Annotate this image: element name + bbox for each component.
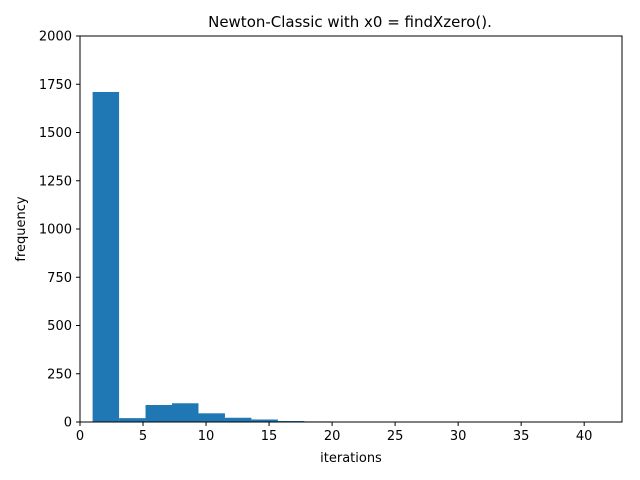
x-tick-label: 25: [387, 429, 404, 444]
x-tick-label: 10: [198, 429, 215, 444]
bars-group: [92, 91, 596, 422]
y-tick-label: 1500: [39, 126, 72, 141]
y-tick-label: 250: [47, 367, 72, 382]
y-tick-label: 500: [47, 319, 72, 334]
x-axis-ticks: 0 5 10 15 20 25 30 35 40: [76, 422, 593, 444]
x-tick-label: 5: [139, 429, 147, 444]
histogram-bar-3: [172, 403, 199, 422]
y-tick-label: 1000: [39, 223, 72, 238]
plot-frame: [79, 35, 623, 423]
x-tick-label: 20: [324, 429, 341, 444]
histogram-bar-0: [92, 91, 120, 422]
histogram-bar-6: [251, 419, 278, 422]
histogram-bar-1: [119, 418, 146, 422]
x-axis-label: iterations: [320, 451, 382, 466]
x-tick-label: 40: [576, 429, 593, 444]
y-axis-label: frequency: [14, 196, 29, 262]
y-tick-label: 0: [64, 416, 72, 431]
histogram-bar-5: [224, 417, 252, 422]
y-tick-label: 1750: [39, 78, 72, 93]
x-tick-label: 0: [76, 429, 84, 444]
x-tick-label: 35: [513, 429, 530, 444]
y-axis-ticks: 0 250 500 750 1000 1250 1500 1750 2000: [39, 30, 80, 431]
chart-title: Newton-Classic with x0 = findXzero().: [208, 13, 492, 31]
y-tick-label: 750: [47, 271, 72, 286]
histogram-bar-4: [198, 413, 225, 422]
y-tick-label: 1250: [39, 174, 72, 189]
histogram-bar-2: [145, 405, 173, 422]
x-tick-label: 30: [450, 429, 467, 444]
y-tick-label: 2000: [39, 30, 72, 45]
x-tick-label: 15: [261, 429, 278, 444]
